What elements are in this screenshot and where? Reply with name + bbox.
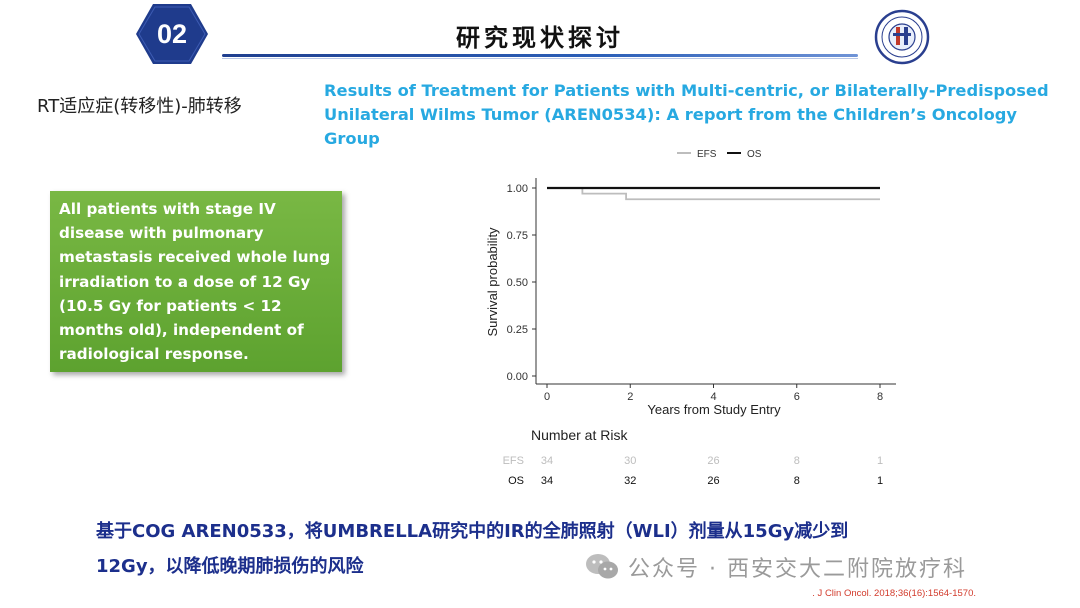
risk-cell: 1 xyxy=(877,455,883,467)
watermark-text: 公众号 · 西安交大二附院放疗科 xyxy=(628,557,967,582)
x-tick-label: 8 xyxy=(877,391,883,403)
risk-cell: 32 xyxy=(624,475,636,487)
x-tick-label: 0 xyxy=(544,391,550,403)
survival-chart-svg: EFS OS 0.00 0.25 0.50 0.75 1.00 0 2 4 6 8 Survival… xyxy=(485,149,896,487)
survival-chart: EFS OS 0.00 0.25 0.50 0.75 1.00 0 2 4 6 8 Survival… xyxy=(470,138,910,490)
series-line-efs xyxy=(547,187,880,201)
chart-legend: EFS OS xyxy=(677,149,762,160)
x-axis-label: Years from Study Entry xyxy=(647,402,781,417)
risk-cell: 8 xyxy=(794,455,800,467)
wechat-icon xyxy=(586,554,618,579)
risk-cell: 34 xyxy=(541,455,553,467)
y-tick-label: 0.25 xyxy=(507,324,528,336)
citation: . J Clin Oncol. 2018;36(16):1564-1570. xyxy=(812,588,976,599)
chart-axes: 0.00 0.25 0.50 0.75 1.00 0 2 4 6 8 xyxy=(507,178,896,403)
study-title: Results of Treatment for Patients with M… xyxy=(324,81,1049,148)
legend-label-os: OS xyxy=(747,149,762,160)
risk-table-title: Number at Risk xyxy=(531,427,628,443)
risk-row-label: EFS xyxy=(503,455,524,467)
title-underline xyxy=(222,54,858,57)
x-tick-label: 2 xyxy=(627,391,633,403)
section-number: 02 xyxy=(156,18,188,49)
risk-cell: 1 xyxy=(877,475,883,487)
title-underline-thin xyxy=(222,58,858,59)
hospital-logo-icon xyxy=(874,9,930,65)
x-tick-label: 6 xyxy=(794,391,800,403)
y-tick-label: 1.00 xyxy=(507,183,528,195)
risk-table: EFS 34 30 26 8 1 OS 34 32 26 8 1 xyxy=(503,455,883,487)
y-tick-label: 0.50 xyxy=(507,277,528,289)
chart-series xyxy=(547,186,880,201)
risk-cell: 8 xyxy=(794,475,800,487)
legend-label-efs: EFS xyxy=(697,149,717,160)
note-box: All patients with stage IV disease with … xyxy=(50,191,342,372)
wechat-watermark: 公众号 · 西安交大二附院放疗科 xyxy=(584,550,967,584)
page-title: 研究现状探讨 xyxy=(456,24,624,52)
risk-row-label: OS xyxy=(508,475,524,487)
section-number-badge xyxy=(135,3,209,65)
risk-cell: 26 xyxy=(707,475,719,487)
risk-cell: 30 xyxy=(624,455,636,467)
statement-line-1: 基于COG AREN0533，将UMBRELLA研究中的IR的全肺照射（WLI）… xyxy=(96,521,849,542)
y-axis-label: Survival probability xyxy=(485,227,500,337)
risk-cell: 26 xyxy=(707,455,719,467)
x-tick-label: 4 xyxy=(710,391,716,403)
y-tick-label: 0.00 xyxy=(507,371,528,383)
indication-label: RT适应症(转移性)-肺转移 xyxy=(37,96,242,117)
y-tick-label: 0.75 xyxy=(507,230,528,242)
statement-line-2: 12Gy，以降低晚期肺损伤的风险 xyxy=(96,556,364,577)
conclusion-statement: 基于COG AREN0533，将UMBRELLA研究中的IR的全肺照射（WLI）… xyxy=(96,514,926,584)
risk-cell: 34 xyxy=(541,475,553,487)
